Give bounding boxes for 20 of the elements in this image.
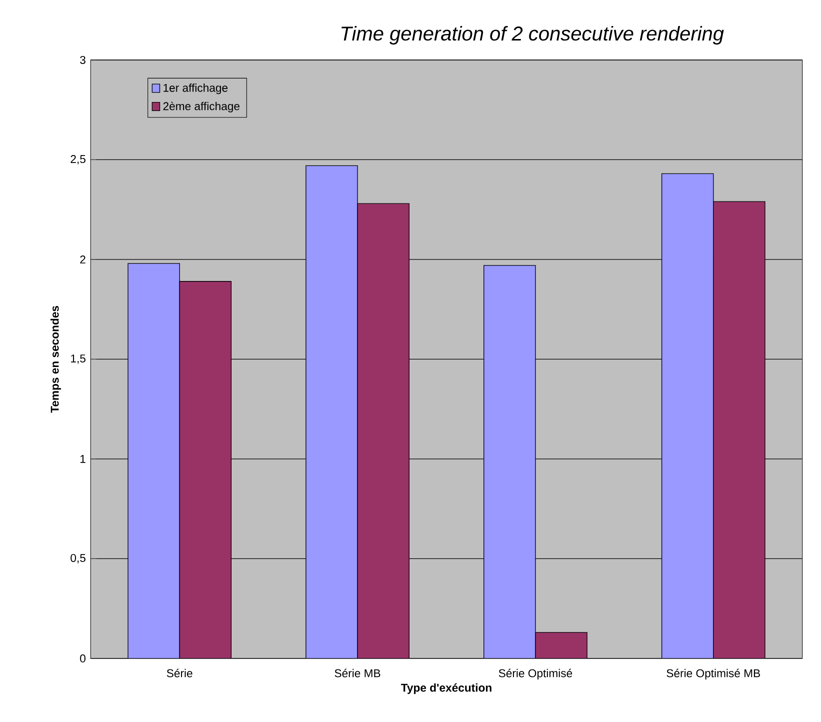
x-tick-label: Série [166,668,192,678]
y-tick-label: 0,5 [70,554,86,564]
x-tick-label: Série Optimisé [498,668,572,680]
y-tick-label: 2,5 [70,154,86,164]
x-tick-label: Série Optimisé MB [666,668,760,680]
y-tick-label: 1,5 [71,354,86,364]
bar [713,201,766,658]
y-tick-label: 0 [80,654,86,662]
y-tick-label: 3 [80,56,86,64]
y-tick-label: 1 [80,454,86,463]
legend-label: 2ème affichage [163,102,240,112]
bar [179,280,232,658]
x-axis-title: Type d'exécution [400,683,492,694]
y-tick-label: 2 [80,255,86,264]
y-axis-title: Temps en secondes [50,306,62,413]
chart-title: Time generation of 2 consecutive rendering [342,26,724,44]
legend-label: 1er affichage [164,83,228,94]
bar [535,632,588,658]
bar [357,203,410,658]
x-tick-label: Série MB [334,668,380,678]
